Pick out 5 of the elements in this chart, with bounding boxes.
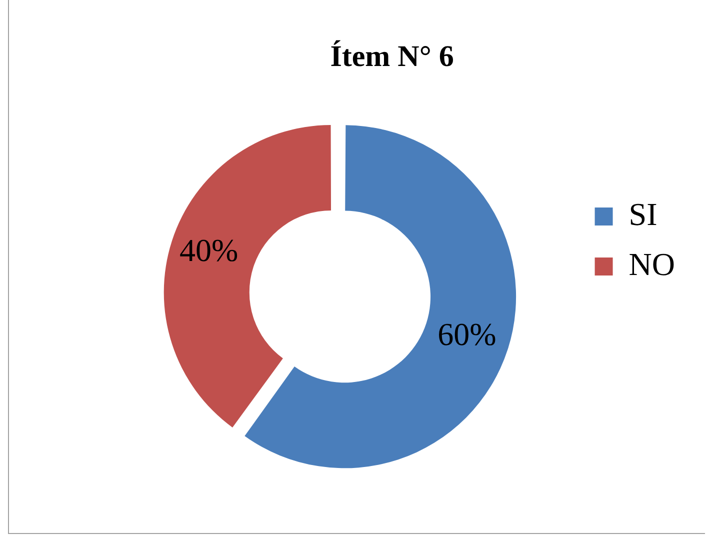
legend-label: SI xyxy=(628,196,658,232)
legend-label: NO xyxy=(628,246,675,282)
data-label: 60% xyxy=(438,316,496,352)
chart-title: Ítem N° 6 xyxy=(330,40,454,73)
data-label: 40% xyxy=(179,232,238,268)
